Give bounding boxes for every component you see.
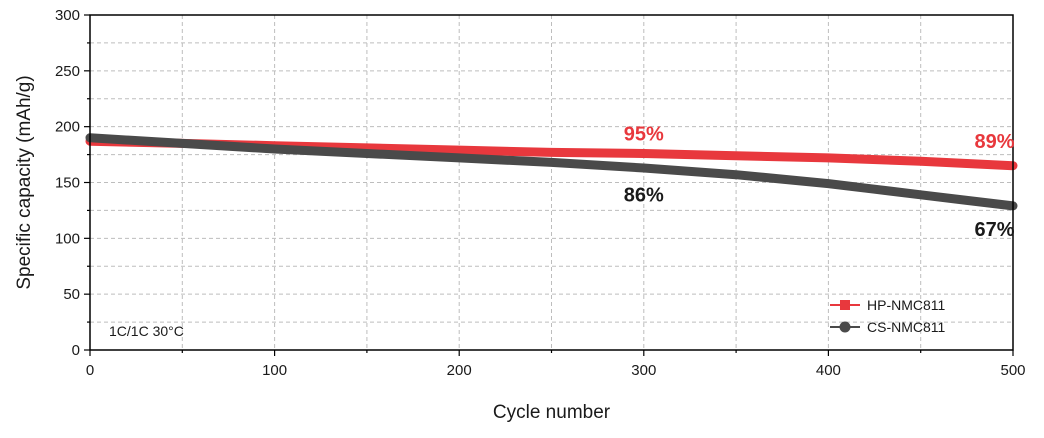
axis-ticks: 0 100 200 300 400 500 0 50 100 150 200 250 300 xyxy=(55,7,1026,379)
x-tick-label: 100 xyxy=(262,362,287,379)
series-line-cs-nmc811 xyxy=(85,133,1018,211)
y-axis-title: Specific capacity (mAh/g) xyxy=(14,75,35,289)
x-tick-label: 200 xyxy=(447,362,472,379)
x-tick-label: 0 xyxy=(86,362,94,379)
legend-label: CS-NMC811 xyxy=(867,319,946,335)
legend-label: HP-NMC811 xyxy=(867,297,946,313)
legend-marker-circle xyxy=(839,321,851,333)
y-tick-label: 300 xyxy=(55,7,80,24)
legend: HP-NMC811 CS-NMC811 xyxy=(830,297,946,335)
y-tick-label: 200 xyxy=(55,119,80,136)
y-tick-label: 250 xyxy=(55,63,80,80)
annotation-label: 67% xyxy=(975,219,1015,241)
annotation-label: 86% xyxy=(624,184,664,206)
y-tick-label: 0 xyxy=(72,342,80,359)
annotation-label: 95% xyxy=(624,123,664,145)
condition-label: 1C/1C 30°C xyxy=(109,323,184,339)
y-tick-label: 150 xyxy=(55,175,80,192)
annotation-label: 89% xyxy=(975,131,1015,153)
x-axis-title: Cycle number xyxy=(493,402,611,423)
y-tick-label: 100 xyxy=(55,230,80,247)
legend-marker-square xyxy=(840,300,850,310)
x-tick-label: 300 xyxy=(631,362,656,379)
y-tick-label: 50 xyxy=(63,286,80,303)
annotations: 95% 89% 86% 67% xyxy=(624,123,1015,241)
series-lines xyxy=(85,133,1018,211)
x-tick-label: 500 xyxy=(1000,362,1025,379)
x-tick-label: 400 xyxy=(816,362,841,379)
